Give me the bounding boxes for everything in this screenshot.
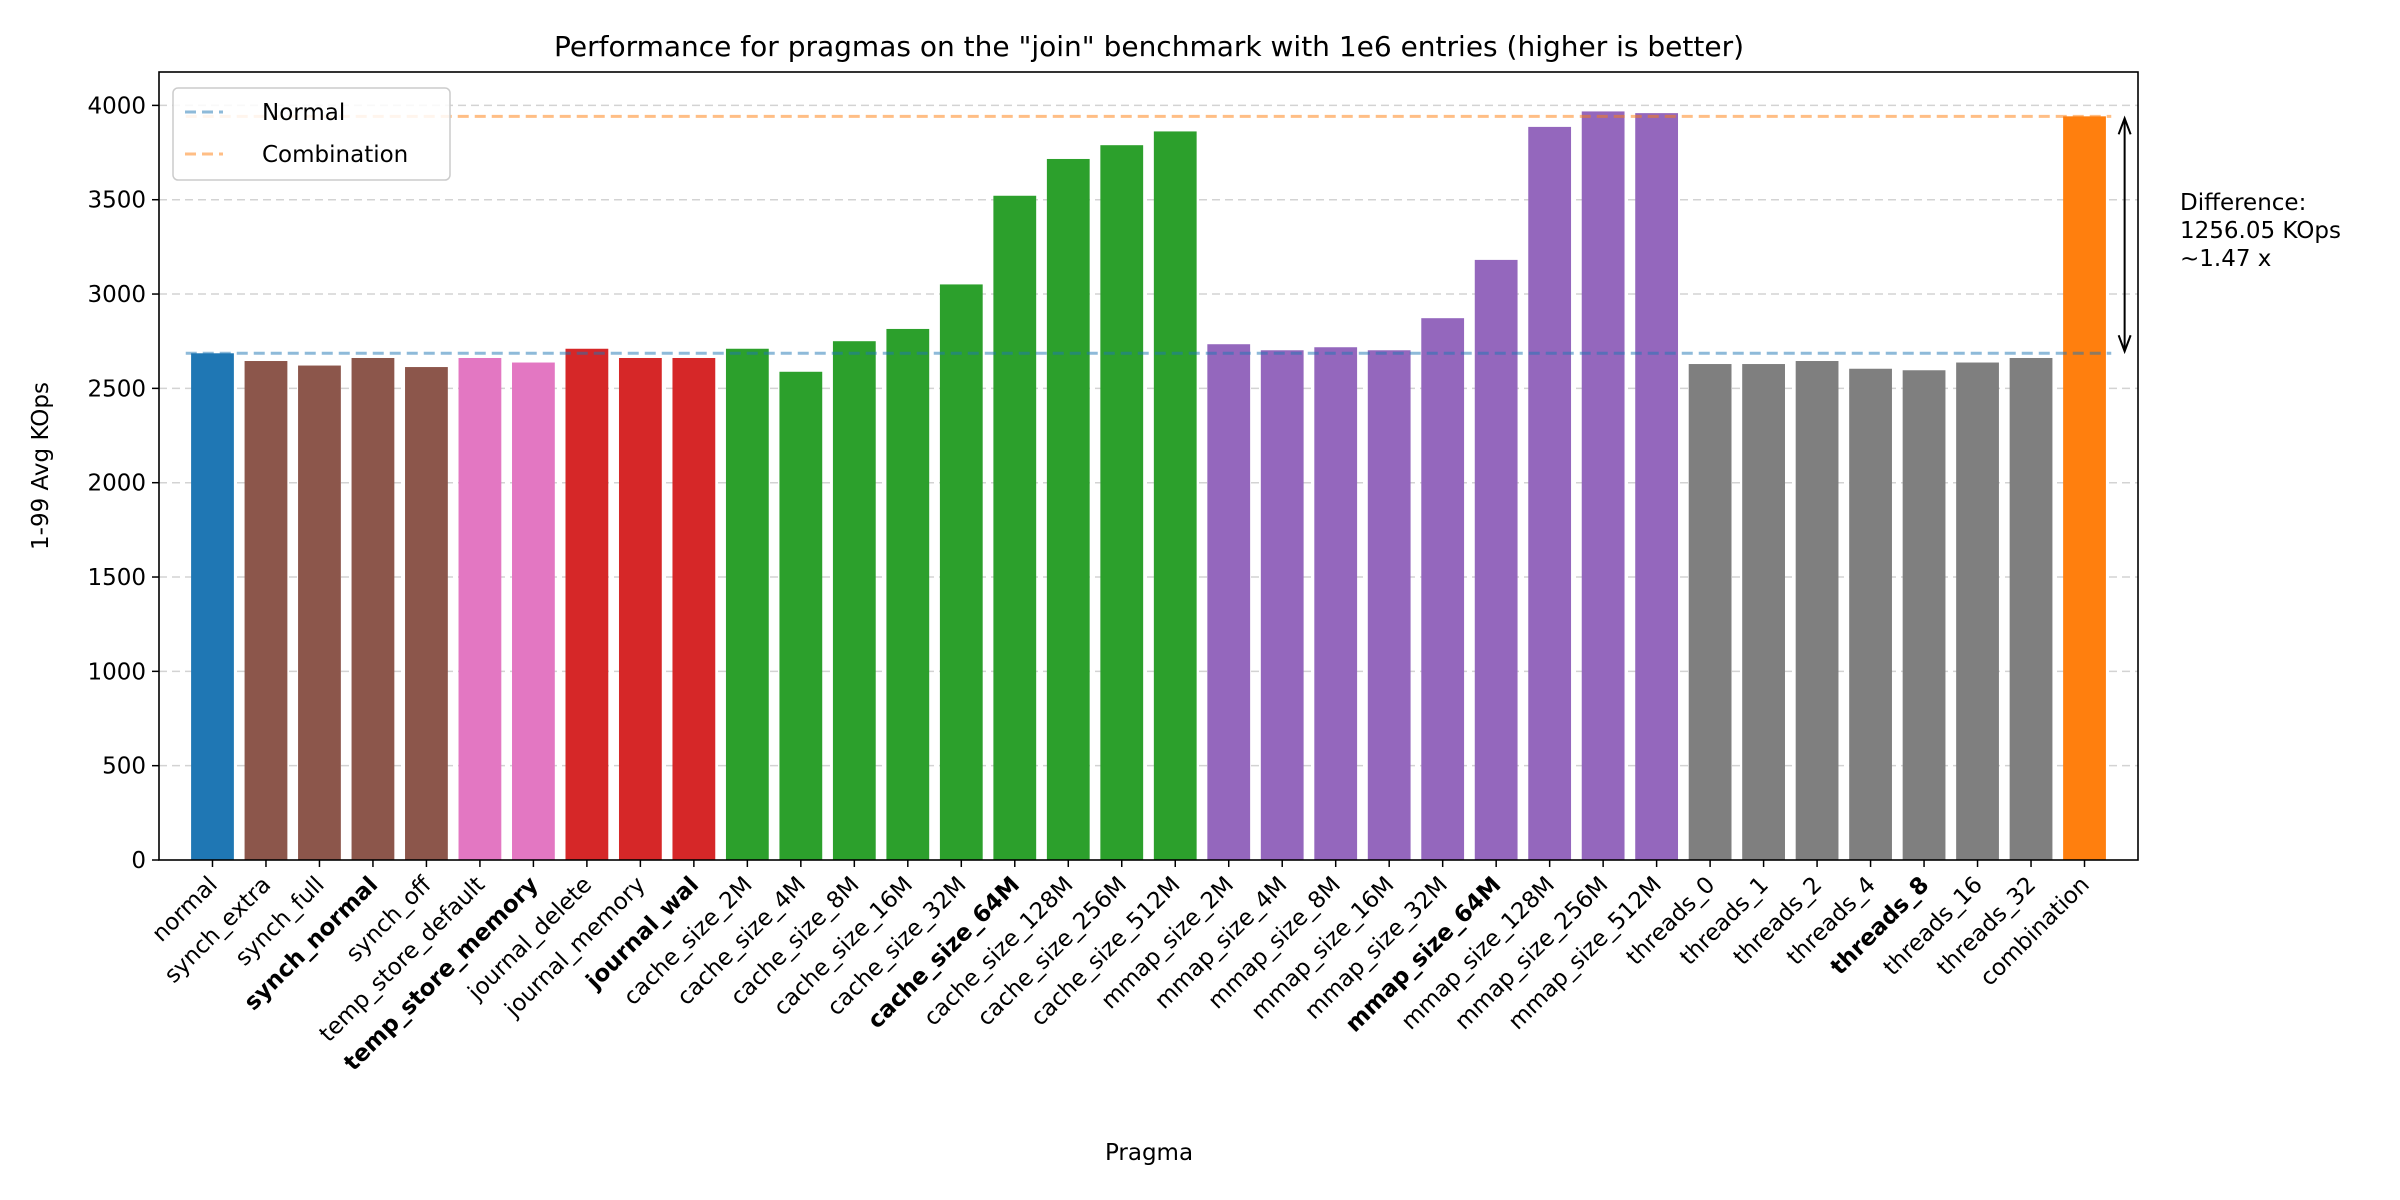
x-axis: normalsynch_extrasynch_fullsynch_normals…: [147, 860, 2095, 1076]
bar-mmap_size_128M: [1528, 126, 1572, 861]
y-tick-label: 500: [102, 754, 146, 780]
bar-threads_4: [1849, 368, 1892, 860]
legend-label: Combination: [262, 142, 408, 168]
bar-cache_size_64M: [993, 195, 1037, 860]
bar-threads_1: [1742, 364, 1785, 860]
bar-mmap_size_4M: [1260, 350, 1304, 860]
bar-threads_8: [1902, 370, 1946, 860]
bar-temp_store_memory: [512, 362, 555, 860]
bar-cache_size_128M: [1046, 158, 1090, 861]
y-tick-label: 2500: [87, 376, 146, 402]
bar-cache_size_16M: [886, 328, 930, 860]
y-tick-label: 3000: [87, 282, 146, 308]
bar-threads_16: [1956, 362, 1999, 860]
bar-cache_size_8M: [832, 341, 876, 860]
annotation-text: 1256.05 KOps: [2180, 218, 2341, 244]
y-axis-label: 1-99 Avg KOps: [28, 382, 54, 550]
bar-synch_normal: [351, 357, 395, 860]
legend: Normal Combination: [172, 87, 451, 181]
bar-mmap_size_2M: [1207, 344, 1251, 860]
arrow-head-down-icon: [2117, 334, 2132, 355]
bar-mmap_size_8M: [1314, 347, 1358, 860]
y-tick-label: 2000: [87, 471, 146, 497]
annotation-text: Difference:: [2180, 190, 2306, 216]
bar-threads_2: [1795, 361, 1839, 860]
difference-annotation: Difference:1256.05 KOps~1.47 x: [2117, 115, 2341, 355]
bar-mmap_size_256M: [1581, 111, 1625, 861]
plot-frame: [158, 71, 2139, 861]
bar-temp_store_default: [458, 357, 502, 860]
y-tick-label: 3500: [87, 188, 146, 214]
annotation-text: ~1.47 x: [2180, 246, 2271, 272]
bar-cache_size_32M: [939, 284, 983, 860]
bar-cache_size_4M: [779, 371, 823, 860]
bar-journal_wal: [672, 357, 716, 860]
reference-lines: [185, 114, 2112, 355]
bar-mmap_size_512M: [1635, 113, 1679, 861]
bar-cache_size_512M: [1153, 131, 1197, 861]
y-axis: 0 500 1000 1500 2000 2500 3000 3500 4000: [87, 93, 159, 874]
bar-journal_delete: [565, 348, 609, 860]
y-tick-label: 4000: [87, 93, 146, 119]
arrow-head-up-icon: [2117, 115, 2132, 135]
y-tick-label: 1000: [87, 659, 146, 685]
bar-mmap_size_64M: [1474, 259, 1518, 860]
bar-journal_memory: [618, 357, 662, 860]
gridlines: [159, 104, 2138, 767]
bar-mmap_size_32M: [1421, 318, 1465, 860]
bar-threads_0: [1688, 364, 1732, 860]
legend-label: Normal: [262, 100, 345, 126]
bar-synch_full: [298, 365, 341, 860]
bar-cache_size_256M: [1100, 145, 1144, 861]
y-tick-label: 0: [131, 848, 146, 874]
bar-threads_32: [2009, 357, 2053, 860]
bar-synch_off: [405, 367, 448, 860]
bar-mmap_size_16M: [1367, 350, 1411, 860]
chart-title: Performance for pragmas on the "join" be…: [554, 30, 1744, 63]
legend-box: [172, 87, 451, 181]
bar-combination: [2063, 116, 2106, 860]
x-axis-label: Pragma: [1105, 1140, 1193, 1166]
bar-synch_extra: [244, 361, 288, 860]
y-tick-label: 1500: [87, 565, 146, 591]
bar-cache_size_2M: [725, 348, 769, 860]
bar-normal: [191, 353, 234, 860]
bars: [191, 111, 2106, 861]
